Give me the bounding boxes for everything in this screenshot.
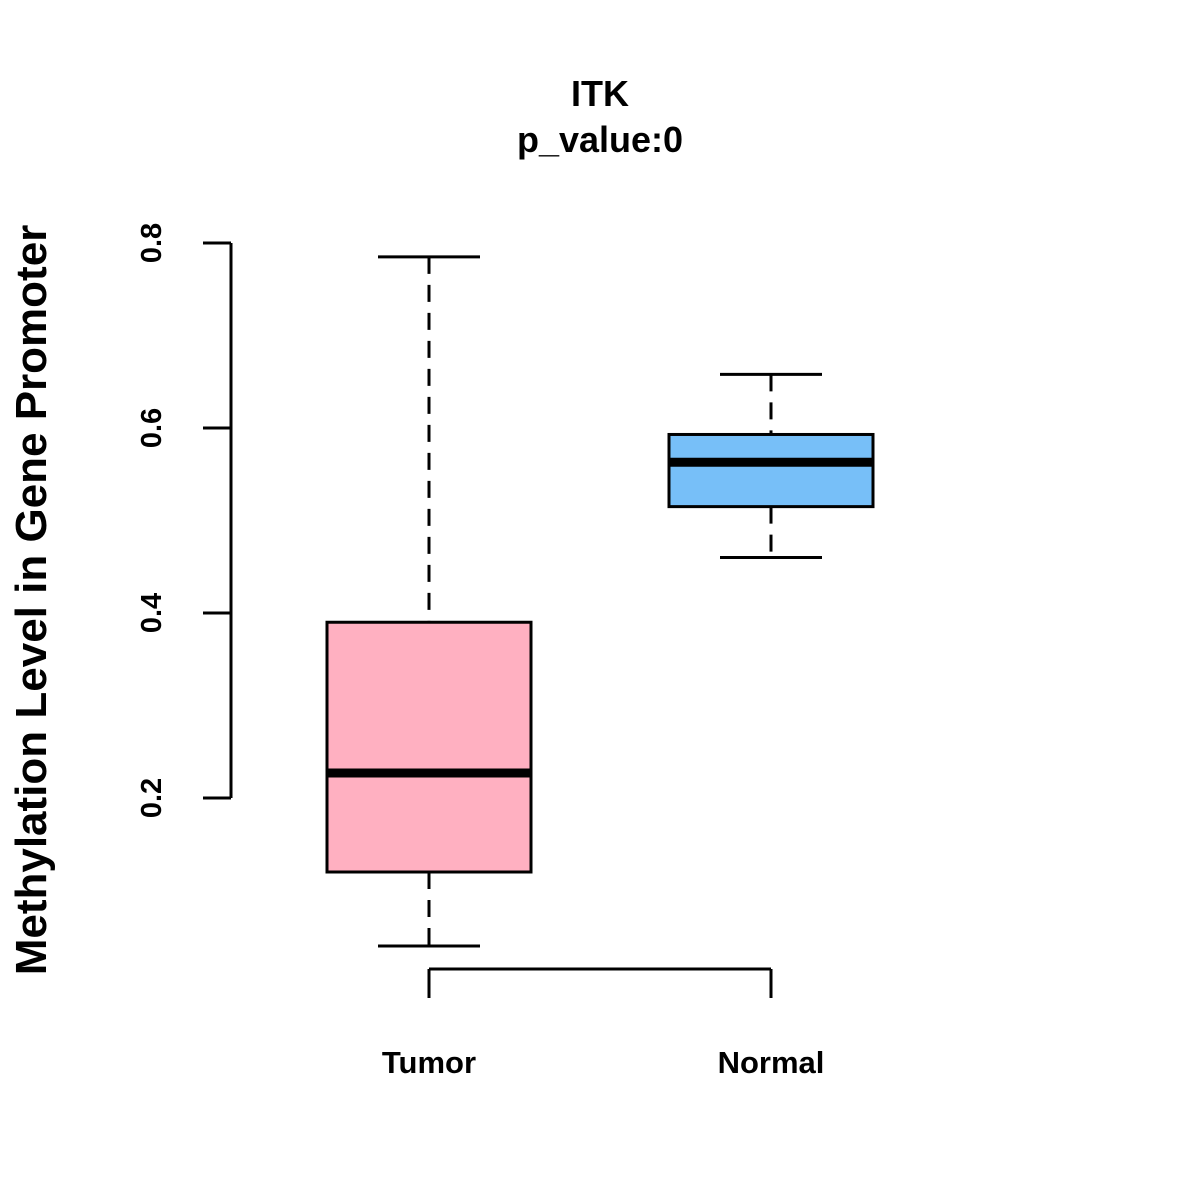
chart-subtitle: p_value:0 bbox=[517, 119, 683, 160]
box-normal bbox=[667, 372, 875, 559]
x-axis: Tumor Normal bbox=[382, 967, 825, 1080]
iqr-box bbox=[325, 620, 533, 874]
y-tick-label: 0.8 bbox=[136, 223, 168, 263]
x-category-label: Normal bbox=[718, 1045, 825, 1080]
boxes-group bbox=[325, 255, 875, 948]
box-tumor bbox=[325, 255, 533, 948]
y-tick-label: 0.4 bbox=[136, 593, 168, 633]
y-tick-label: 0.2 bbox=[136, 778, 168, 818]
chart-title: ITK bbox=[571, 73, 629, 114]
y-axis: 0.2 0.4 0.6 0.8 bbox=[136, 223, 233, 818]
y-tick-label: 0.6 bbox=[136, 408, 168, 448]
x-category-label: Tumor bbox=[382, 1045, 476, 1080]
iqr-box bbox=[667, 432, 875, 509]
y-axis-label: Methylation Level in Gene Promoter bbox=[7, 225, 56, 976]
